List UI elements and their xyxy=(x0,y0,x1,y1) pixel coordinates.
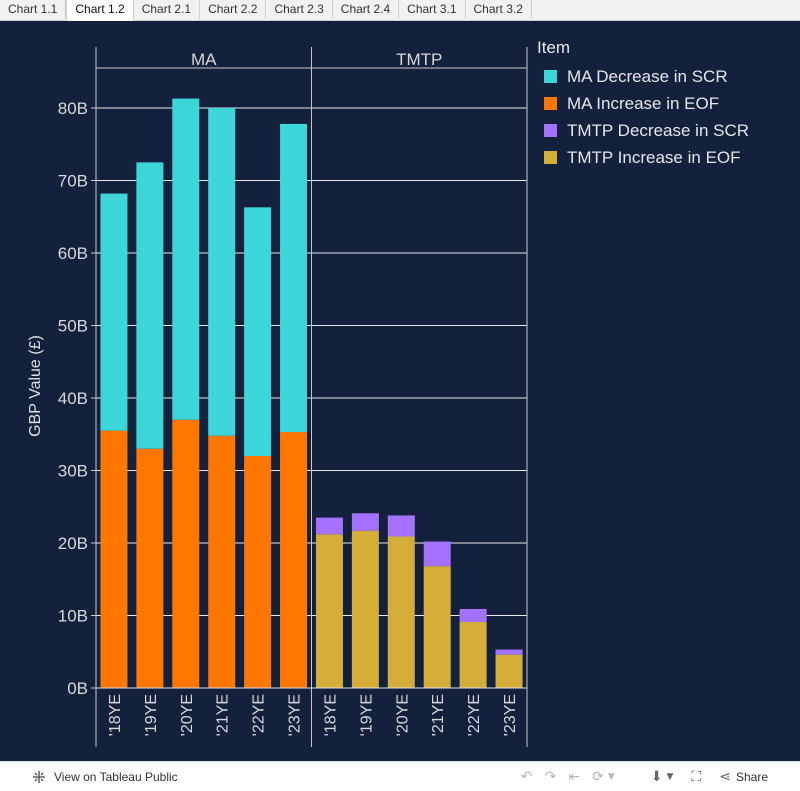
bar-segment xyxy=(459,608,487,623)
x-tick-label: '22YE xyxy=(466,694,483,736)
x-tick-label: '21YE xyxy=(430,694,447,736)
fullscreen-button[interactable]: ⛶ xyxy=(691,769,701,785)
footer-toolbar: View on Tableau Public ↶ ↷ ⇤ ⟳ ▼ ⬇ ▼ ⛶ ⋖ Sh… xyxy=(0,761,800,791)
y-tick-label: 80B xyxy=(58,99,88,118)
bar-segment xyxy=(280,123,308,433)
bar-segment xyxy=(315,517,343,535)
chevron-down-icon: ▼ xyxy=(666,771,674,782)
bar-segment xyxy=(423,566,451,688)
share-icon: ⋖ xyxy=(719,768,731,785)
bar-segment xyxy=(208,435,236,688)
y-tick-label: 60B xyxy=(58,244,88,263)
revert-icon: ⇤ xyxy=(568,768,581,785)
tableau-logo-icon xyxy=(33,770,45,783)
y-tick-label: 70B xyxy=(58,172,88,191)
x-tick-label: '20YE xyxy=(179,694,196,736)
legend-item[interactable]: MA Decrease in SCR xyxy=(537,63,749,90)
x-tick-label: '23YE xyxy=(502,694,519,736)
legend: Item MA Decrease in SCR MA Increase in EO… xyxy=(537,38,749,171)
x-tick-label: '19YE xyxy=(358,694,375,736)
x-tick-label: '21YE xyxy=(215,694,232,736)
bar-segment xyxy=(208,108,236,436)
bar-segment xyxy=(100,430,128,688)
legend-item[interactable]: TMTP Increase in EOF xyxy=(537,144,749,171)
legend-swatch xyxy=(544,124,557,137)
legend-swatch xyxy=(544,97,557,110)
redo-icon: ↷ xyxy=(544,768,557,785)
chevron-down-icon: ▼ xyxy=(607,771,615,782)
x-tick-label: '23YE xyxy=(287,694,304,736)
bar-segment xyxy=(459,622,487,688)
chart-area: 0B 10B 20B 30B 40B 50B 60B 70B 80B GBP Value (£) M… xyxy=(0,21,800,761)
view-on-tableau-label: View on Tableau Public xyxy=(54,769,178,784)
download-button[interactable]: ⬇ ▼ xyxy=(651,769,674,785)
refresh-icon: ⟳ xyxy=(592,768,604,785)
undo-icon: ↶ xyxy=(520,768,533,785)
legend-label: MA Decrease in SCR xyxy=(567,66,728,86)
tab-chart-2-2[interactable]: Chart 2.2 xyxy=(200,0,267,19)
bar-segment xyxy=(423,541,451,567)
tab-chart-1-1[interactable]: Chart 1.1 xyxy=(0,0,67,19)
bar-segment xyxy=(495,649,523,655)
y-tick-label: 50B xyxy=(58,317,88,336)
x-tick-label: '18YE xyxy=(322,694,339,736)
x-tick-label: '18YE xyxy=(107,694,124,736)
panel-header-tmtp: TMTP xyxy=(396,50,442,69)
x-tick-label: '19YE xyxy=(143,694,160,736)
legend-item[interactable]: TMTP Decrease in SCR xyxy=(537,117,749,144)
bar-segment xyxy=(387,536,415,688)
undo-button[interactable]: ↶ xyxy=(521,769,533,785)
bar-segment xyxy=(351,530,379,688)
bar-segment xyxy=(315,534,343,688)
x-tick-label: '22YE xyxy=(251,694,268,736)
legend-swatch xyxy=(544,70,557,83)
tab-chart-2-1[interactable]: Chart 2.1 xyxy=(134,0,201,19)
y-tick-label: 20B xyxy=(58,534,88,553)
y-tick-label: 10B xyxy=(58,607,88,626)
redo-button[interactable]: ↷ xyxy=(545,769,557,785)
share-label: Share xyxy=(735,769,768,784)
bar-segment xyxy=(280,432,308,688)
bar-segment xyxy=(351,513,379,531)
fullscreen-icon: ⛶ xyxy=(691,768,702,785)
legend-label: MA Increase in EOF xyxy=(567,93,720,113)
tab-chart-2-3[interactable]: Chart 2.3 xyxy=(266,0,333,19)
revert-button[interactable]: ⇤ xyxy=(568,769,580,785)
bar-segment xyxy=(100,193,128,431)
bar-segment xyxy=(136,162,164,449)
y-tick-label: 0B xyxy=(67,679,88,698)
tab-chart-3-1[interactable]: Chart 3.1 xyxy=(399,0,466,19)
legend-item[interactable]: MA Increase in EOF xyxy=(537,90,749,117)
bar-segment xyxy=(244,456,272,688)
share-button[interactable]: ⋖ Share xyxy=(719,769,768,785)
bar-segment xyxy=(244,207,272,456)
y-tick-label: 30B xyxy=(58,462,88,481)
download-icon: ⬇ xyxy=(650,768,663,785)
legend-label: TMTP Increase in EOF xyxy=(567,147,741,167)
y-axis-title: GBP Value (£) xyxy=(27,335,44,437)
legend-swatch xyxy=(544,151,557,164)
tab-chart-2-4[interactable]: Chart 2.4 xyxy=(333,0,400,19)
stacked-bar-chart: 0B 10B 20B 30B 40B 50B 60B 70B 80B GBP Value (£) M… xyxy=(27,47,528,747)
bar-segment xyxy=(172,98,200,420)
view-on-tableau-link[interactable]: View on Tableau Public xyxy=(32,770,178,784)
bar-segment xyxy=(136,448,164,688)
y-tick-label: 40B xyxy=(58,389,88,408)
bar-segment xyxy=(495,654,523,688)
bar-segment xyxy=(387,515,415,537)
tab-chart-1-2[interactable]: Chart 1.2 xyxy=(66,0,134,21)
bar-segment xyxy=(172,419,200,688)
tab-chart-3-2[interactable]: Chart 3.2 xyxy=(466,0,532,19)
panel-header-ma: MA xyxy=(191,50,217,69)
legend-label: TMTP Decrease in SCR xyxy=(567,120,750,140)
x-tick-label: '20YE xyxy=(394,694,411,736)
refresh-button[interactable]: ⟳ ▼ xyxy=(592,769,615,785)
tab-strip: Chart 1.1 Chart 1.2 Chart 2.1 Chart 2.2 Char… xyxy=(0,0,800,21)
legend-title: Item xyxy=(537,38,571,57)
